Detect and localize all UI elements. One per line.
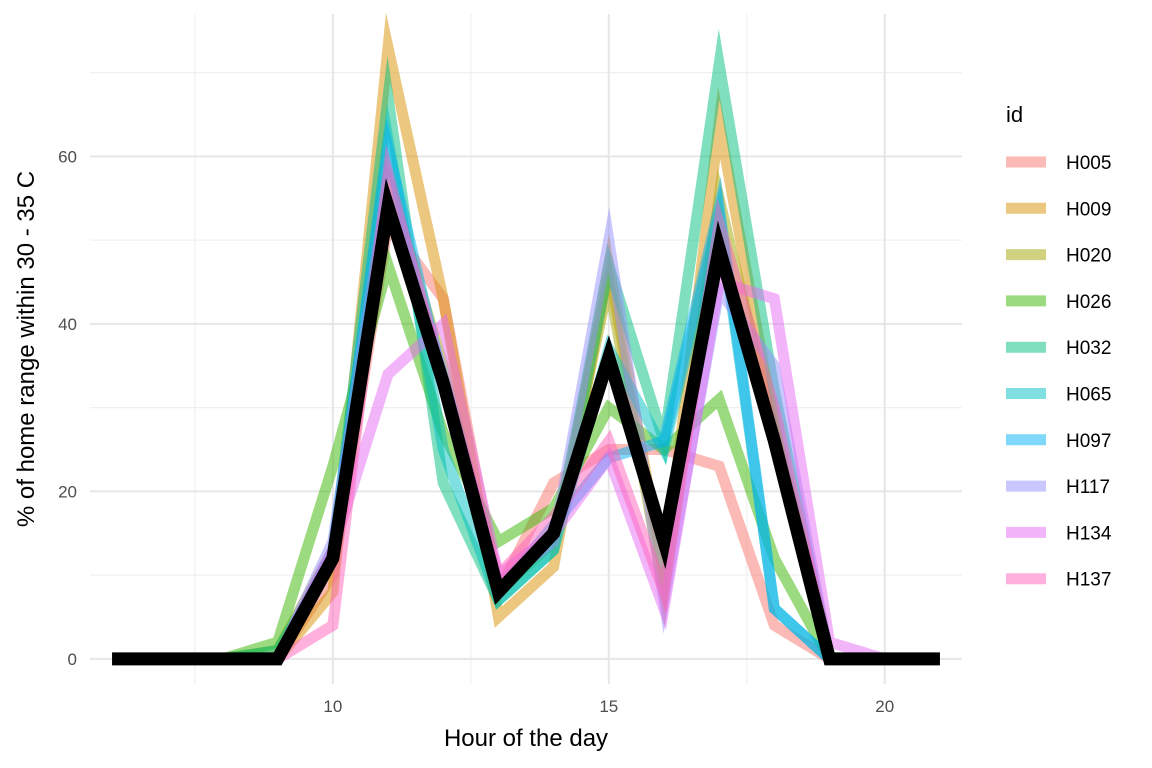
- y-axis-title: % of home range within 30 - 35 C: [13, 171, 40, 527]
- y-tick-label: 40: [58, 315, 77, 334]
- summary-line: [112, 178, 940, 666]
- legend-label-h134: H134: [1066, 523, 1112, 544]
- legend-label-h065: H065: [1066, 385, 1111, 406]
- x-axis-title: Hour of the day: [444, 725, 608, 752]
- legend-label-h137: H137: [1066, 570, 1111, 591]
- legend: H005 H009 H020 H026 H032 H065 H097 H117 H134 H137: [1006, 153, 1112, 591]
- legend-label-h020: H020: [1066, 246, 1111, 267]
- y-axis-ticks: 0 20 40 60: [58, 147, 77, 669]
- legend-label-h032: H032: [1066, 338, 1111, 359]
- major-gridlines: [90, 14, 962, 684]
- legend-label-h097: H097: [1066, 431, 1111, 452]
- x-tick-label: 15: [599, 697, 618, 716]
- x-tick-label: 20: [875, 697, 894, 716]
- summary-line-group: [112, 178, 940, 666]
- y-tick-label: 60: [58, 147, 77, 166]
- legend-label-h009: H009: [1066, 199, 1111, 220]
- x-tick-label: 10: [323, 697, 342, 716]
- minor-gridlines: [90, 14, 962, 684]
- legend-label-h117: H117: [1066, 477, 1110, 498]
- legend-label-h005: H005: [1066, 153, 1111, 174]
- y-tick-label: 0: [68, 650, 77, 669]
- y-tick-label: 20: [58, 482, 77, 501]
- legend-label-h026: H026: [1066, 292, 1111, 313]
- legend-title: id: [1006, 102, 1023, 127]
- x-axis-ticks: 10 15 20: [323, 697, 894, 716]
